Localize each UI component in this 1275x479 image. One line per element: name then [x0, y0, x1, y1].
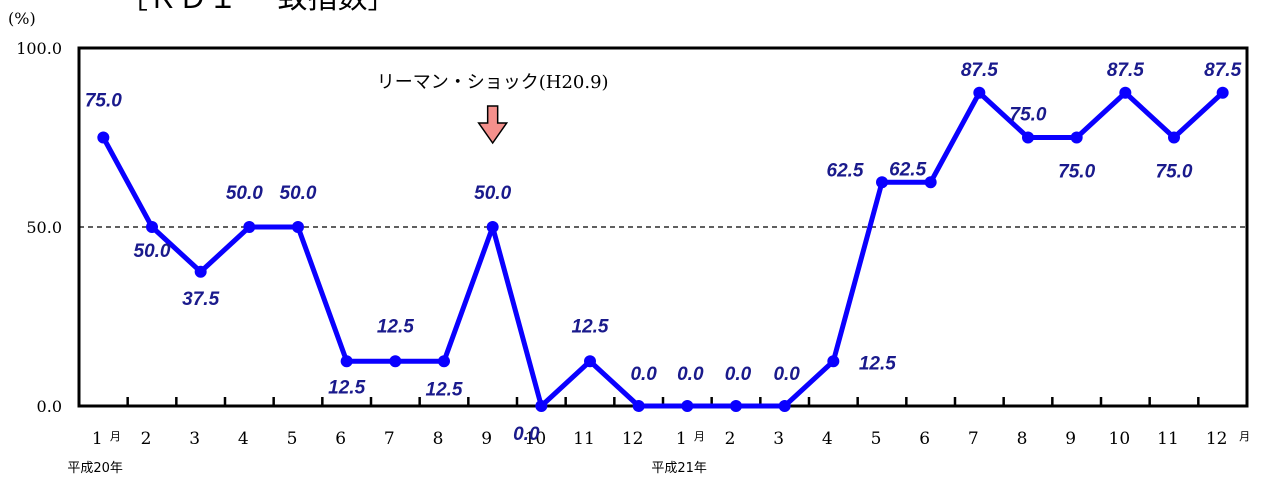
x-tick-label: 6 [919, 429, 930, 449]
data-label: 75.0 [1058, 162, 1095, 183]
data-point [535, 400, 548, 412]
data-point [1168, 131, 1180, 144]
series-line [101, 90, 1225, 409]
data-point [194, 265, 207, 278]
y-tick-label: 50.0 [26, 218, 62, 237]
data-label: 87.5 [1204, 60, 1241, 81]
data-label: 62.5 [889, 159, 926, 180]
annotation-arrow [477, 105, 509, 145]
x-tick-label: 4 [822, 429, 833, 449]
data-label: 50.0 [280, 183, 317, 204]
month-suffix: 月 [1239, 430, 1250, 443]
data-label: 12.5 [426, 379, 463, 400]
data-label: 12.5 [328, 377, 365, 398]
data-label: 50.0 [474, 183, 511, 204]
x-tick-label: 2 [141, 429, 152, 449]
x-tick-label: 9 [481, 429, 492, 449]
data-label: 75.0 [1156, 162, 1193, 183]
x-tick-label: 1 [92, 429, 103, 449]
data-label: 0.0 [773, 364, 800, 385]
x-tick-label: 3 [189, 429, 200, 449]
data-point [438, 355, 450, 368]
data-point [1119, 86, 1132, 99]
x-tick-label: 1 [676, 429, 687, 449]
data-label: 12.5 [377, 316, 414, 337]
x-tick-label: 12 [1206, 429, 1228, 449]
series-layer [97, 86, 1229, 412]
data-point [924, 176, 937, 189]
data-label: 0.0 [725, 364, 752, 385]
x-tick-label: 2 [725, 429, 736, 449]
x-tick-label: 5 [287, 429, 298, 449]
data-point [486, 221, 499, 233]
data-point [827, 355, 840, 368]
data-point [973, 86, 986, 99]
x-tick-label: 7 [384, 429, 395, 449]
month-suffix: 月 [694, 430, 705, 443]
x-tick-label: 7 [968, 429, 979, 449]
data-labels: 75.0 50.0 37.5 50.0 50.0 12.5 12.5 12.5 50.0 0.0 1… [85, 60, 1242, 445]
month-suffix: 月 [110, 430, 121, 443]
data-point [292, 221, 304, 233]
y-unit-label: (%) [8, 9, 36, 28]
data-label: 87.5 [961, 60, 998, 81]
x-tick-label: 9 [1065, 429, 1076, 449]
data-label: 75.0 [85, 91, 122, 112]
data-point [681, 400, 694, 412]
data-label: 0.0 [630, 364, 657, 385]
chart-title: ［ＲＤＩ 一致指数］ [118, 0, 398, 16]
data-point [243, 221, 256, 233]
year-label: 平成21年 [651, 461, 707, 476]
data-label: 0.0 [513, 424, 540, 445]
data-label: 75.0 [1010, 105, 1047, 126]
x-tick-label: 8 [433, 429, 444, 449]
data-label: 50.0 [226, 183, 263, 204]
data-label: 12.5 [859, 353, 896, 374]
data-label: 62.5 [827, 160, 864, 181]
annotation-label: リーマン・ショック(H20.9) [377, 72, 609, 93]
x-tick-label: 8 [1017, 429, 1028, 449]
x-tick-label: 11 [1157, 429, 1179, 449]
data-point [584, 355, 596, 368]
data-point [876, 176, 888, 189]
data-point [1070, 131, 1083, 144]
x-tick-label: 6 [335, 429, 346, 449]
data-label: 0.0 [677, 364, 704, 385]
x-tick-label: 4 [238, 429, 249, 449]
x-tick-label: 12 [622, 429, 644, 449]
y-tick-label: 0.0 [37, 397, 62, 416]
x-tick-label: 5 [871, 429, 882, 449]
data-point [146, 221, 158, 233]
data-label: 37.5 [182, 289, 219, 310]
x-tick-label: 3 [773, 429, 784, 449]
data-point [1216, 86, 1229, 99]
data-point [1022, 131, 1034, 144]
data-point [97, 131, 110, 144]
data-point [778, 400, 791, 412]
data-point [632, 400, 645, 412]
data-label: 87.5 [1107, 60, 1144, 81]
data-point [340, 355, 353, 368]
data-point [389, 355, 402, 368]
x-tick-label: 10 [1109, 429, 1131, 449]
x-tick-label: 10 [525, 429, 547, 449]
y-tick-label: 100.0 [16, 39, 62, 58]
data-point [730, 400, 742, 412]
data-label: 12.5 [572, 316, 609, 337]
year-label: 平成20年 [67, 461, 123, 476]
data-label: 50.0 [134, 241, 171, 262]
x-tick-label: 11 [573, 429, 595, 449]
